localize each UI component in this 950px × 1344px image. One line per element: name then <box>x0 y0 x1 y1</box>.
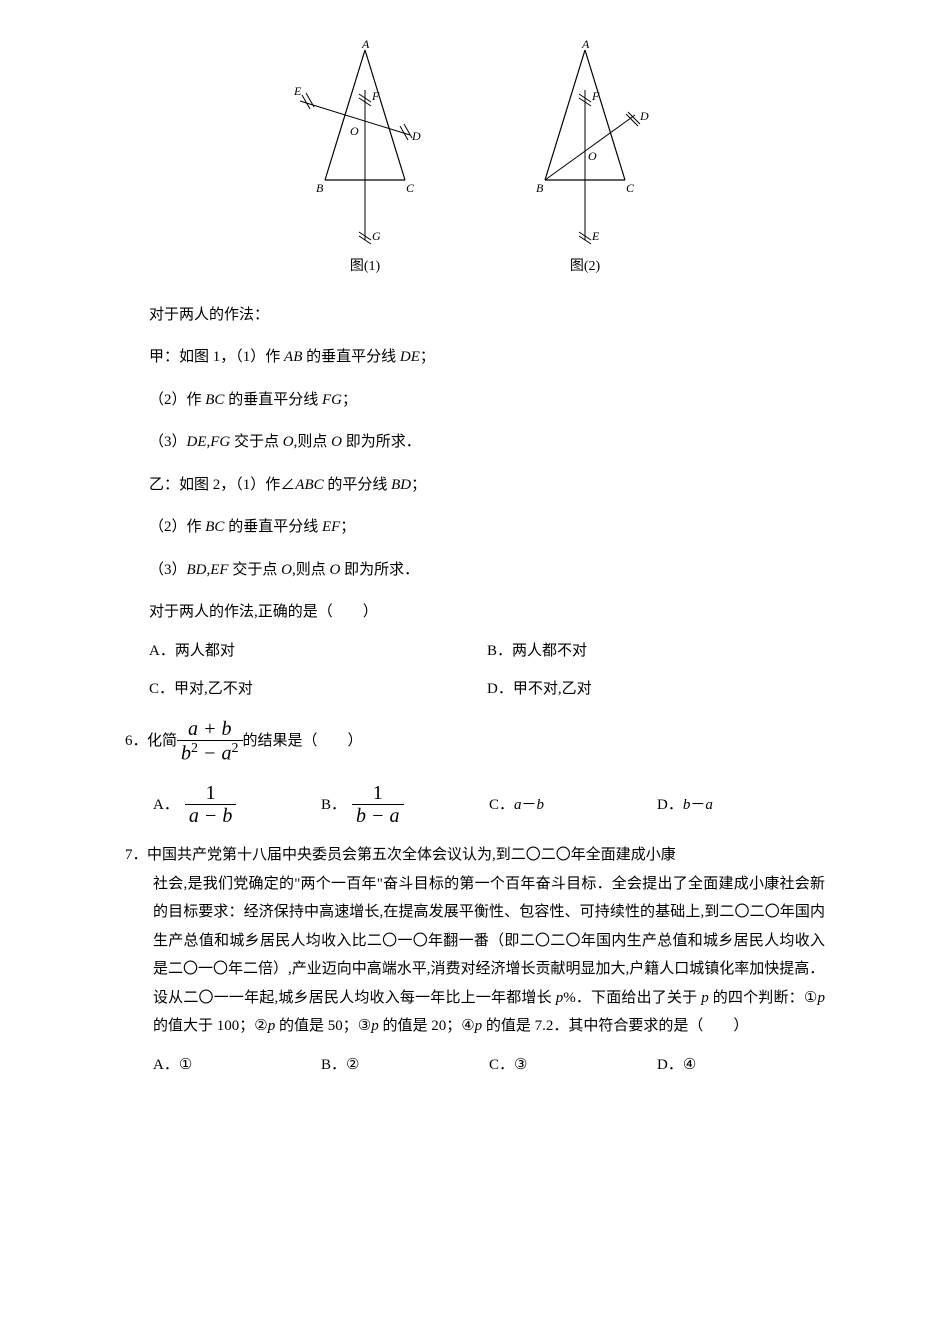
svg-text:D: D <box>639 109 649 123</box>
svg-text:F: F <box>591 89 600 103</box>
svg-text:B: B <box>316 181 324 195</box>
svg-text:D: D <box>411 129 421 143</box>
q6-main-frac: a + b b2 − a2 <box>177 718 243 765</box>
q7-body-start: 中国共产党第十八届中央委员会第五次全体会议认为,到二〇二〇年全面建成小康 <box>147 847 676 863</box>
figure-1-label: 图(1) <box>280 254 450 281</box>
svg-text:E: E <box>293 84 302 98</box>
q6-stem: 6． 化简 a + b b2 − a2 的结果是（ ） <box>125 718 825 765</box>
q7-body2: 设从二〇一一年起,城乡居民人均收入每一年比上一年都增长 p%．下面给出了关于 p… <box>153 984 825 1041</box>
q5-choice-b: B．两人都不对 <box>487 637 825 666</box>
page-content: D E F G O A B C 图(1) <box>125 0 825 1119</box>
q6-choice-a: A． 1 a − b <box>153 782 321 827</box>
q5-yi: 乙：如图 2，（1）作∠ABC 的平分线 BD； <box>149 471 825 500</box>
q6-choice-c: C．a－b <box>489 791 657 820</box>
q7-choice-a: A．① <box>153 1051 321 1080</box>
q5-jia: 甲：如图 1，（1）作 AB 的垂直平分线 DE； <box>149 343 825 372</box>
figure-2-label: 图(2) <box>500 254 670 281</box>
svg-text:C: C <box>406 181 415 195</box>
svg-text:A: A <box>581 40 590 51</box>
q5-jia-3: （3）DE,FG 交于点 O,则点 O 即为所求． <box>149 428 825 457</box>
q7-choice-b: B．② <box>321 1051 489 1080</box>
svg-text:A: A <box>361 40 370 51</box>
q7-body-cont: 社会,是我们党确定的"两个一百年"奋斗目标的第一个百年奋斗目标．全会提出了全面建… <box>153 870 825 984</box>
q5-body: 对于两人的作法： 甲：如图 1，（1）作 AB 的垂直平分线 DE； （2）作 … <box>149 301 825 704</box>
figure-1-svg: D E F G O A B C <box>280 40 450 250</box>
q5-yi-3: （3）BD,EF 交于点 O,则点 O 即为所求． <box>149 556 825 585</box>
q6-prefix: 化简 <box>147 727 177 756</box>
q5-choice-c: C．甲对,乙不对 <box>149 675 487 704</box>
figure-2: D F E O A B C 图(2) <box>500 40 670 281</box>
q6-choice-b: B． 1 b − a <box>321 782 489 827</box>
q5-choice-d: D．甲不对,乙对 <box>487 675 825 704</box>
q6-num: 6． <box>125 727 147 756</box>
q7: 7．中国共产党第十八届中央委员会第五次全体会议认为,到二〇二〇年全面建成小康 社… <box>125 841 825 1079</box>
svg-text:O: O <box>350 124 359 138</box>
svg-text:F: F <box>371 89 380 103</box>
figures-container: D E F G O A B C 图(1) <box>125 40 825 281</box>
q7-num: 7． <box>125 841 147 870</box>
q5-yi-2: （2）作 BC 的垂直平分线 EF； <box>149 513 825 542</box>
q7-choice-d: D．④ <box>657 1051 825 1080</box>
q5-choices: A．两人都对 B．两人都不对 C．甲对,乙不对 D．甲不对,乙对 <box>149 637 825 704</box>
q5-judge: 对于两人的作法,正确的是（ ） <box>149 598 825 627</box>
q7-line1: 7．中国共产党第十八届中央委员会第五次全体会议认为,到二〇二〇年全面建成小康 <box>125 841 825 870</box>
figure-1: D E F G O A B C 图(1) <box>280 40 450 281</box>
q7-choice-c: C．③ <box>489 1051 657 1080</box>
svg-text:E: E <box>591 229 600 243</box>
svg-text:B: B <box>536 181 544 195</box>
q7-choices: A．① B．② C．③ D．④ <box>153 1051 825 1080</box>
q5-intro: 对于两人的作法： <box>149 301 825 330</box>
figure-2-svg: D F E O A B C <box>500 40 670 250</box>
q6-choices: A． 1 a − b B． 1 b − a C．a－b D．b－a <box>153 782 825 827</box>
svg-text:O: O <box>588 149 597 163</box>
q5-choice-a: A．两人都对 <box>149 637 487 666</box>
q5-jia-2: （2）作 BC 的垂直平分线 FG； <box>149 386 825 415</box>
q6-suffix: 的结果是（ ） <box>243 727 363 756</box>
svg-text:G: G <box>372 229 381 243</box>
q6: 6． 化简 a + b b2 − a2 的结果是（ ） A． 1 a − b B… <box>125 718 825 828</box>
q6-choice-d: D．b－a <box>657 791 825 820</box>
svg-text:C: C <box>626 181 635 195</box>
